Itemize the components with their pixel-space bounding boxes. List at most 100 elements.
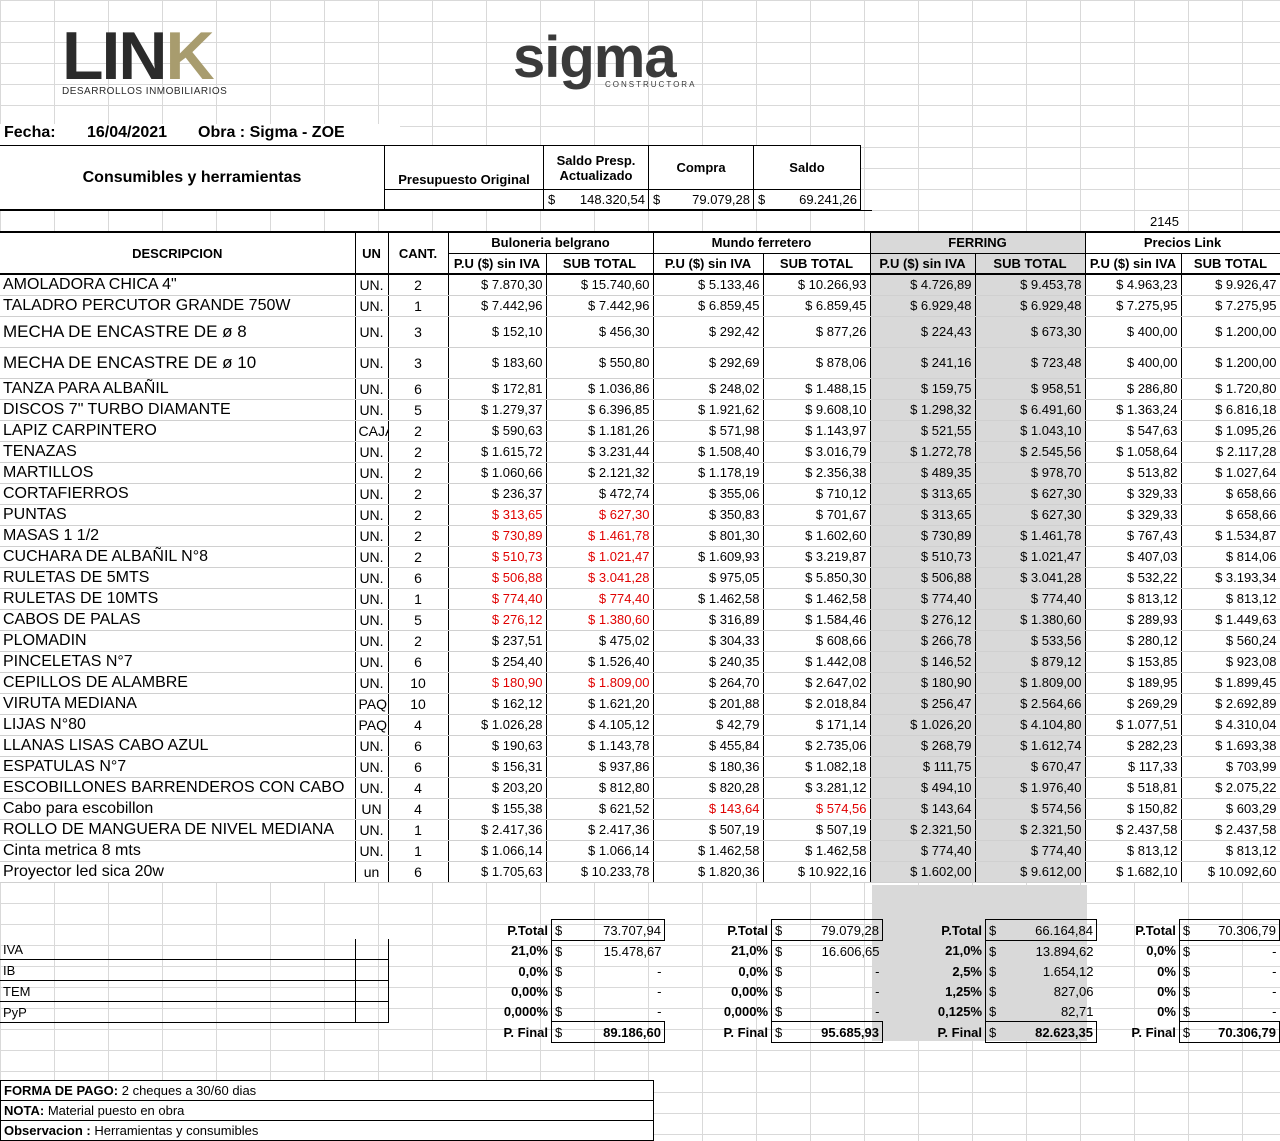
- item-quantity: 1: [387, 588, 448, 610]
- unit-price: $ 150,82: [1084, 798, 1182, 820]
- subtotal: $ 10.233,78: [545, 861, 653, 883]
- subtotal: $ 15.740,60: [545, 274, 653, 296]
- unit-price: $ 1.508,40: [652, 441, 763, 463]
- unit-price: $ 1.682,10: [1084, 861, 1182, 883]
- tax-amount: 827,06: [1053, 983, 1094, 999]
- subtotal: $ 1.899,45: [1180, 672, 1280, 694]
- subtotal: $ 7.275,95: [1180, 295, 1280, 317]
- tax-rate: 0%: [1157, 1003, 1176, 1019]
- subtotal: $ 923,08: [1180, 651, 1280, 673]
- item-quantity: 2: [387, 420, 448, 442]
- item-description: MARTILLOS: [0, 462, 355, 484]
- subtotal: $ 1.602,60: [762, 525, 871, 547]
- unit-price: $ 1.921,62: [652, 399, 763, 421]
- unit-price: $ 767,43: [1084, 525, 1182, 547]
- vendor-ferring: FERRING: [869, 232, 1086, 253]
- subtotal: $ 456,30: [545, 316, 653, 348]
- item-quantity: 2: [387, 525, 448, 547]
- item-unit: PAQUET: [354, 693, 388, 715]
- subtotal: $ 621,52: [545, 798, 653, 820]
- unit-price: $ 730,89: [869, 525, 976, 547]
- item-unit: UN.: [354, 651, 388, 673]
- saldo-value: 69.241,26: [799, 192, 857, 207]
- subtotal: $ 1.621,20: [545, 693, 653, 715]
- subtotal: $ 9.926,47: [1180, 274, 1280, 296]
- item-description: RULETAS DE 10MTS: [0, 588, 355, 610]
- subtotal: $ 812,80: [545, 777, 653, 799]
- tax-rate: 0%: [1157, 963, 1176, 979]
- table-row: MECHA DE ENCASTRE DE ø 8 UN. 3 $ 152,10 $ 45…: [0, 316, 1280, 348]
- ptotal-value: 79.079,28: [788, 919, 883, 941]
- subtotal: $ 627,30: [974, 483, 1086, 505]
- subtotal: $ 2.437,58: [1180, 819, 1280, 841]
- col-pu-sin-iva: P.U ($) sin IVA: [652, 253, 763, 274]
- subtotal: $ 472,74: [545, 483, 653, 505]
- unit-price: $ 494,10: [869, 777, 976, 799]
- item-unit: UN.: [354, 672, 388, 694]
- subtotal: $ 1.720,80: [1180, 378, 1280, 400]
- subtotal: $ 1.021,47: [974, 546, 1086, 568]
- unit-price: $ 6.859,45: [652, 295, 763, 317]
- extra-number: 2145: [1150, 214, 1179, 229]
- pfinal-label: P. Final: [723, 1024, 768, 1040]
- item-unit: UN.: [354, 378, 388, 400]
- currency-symbol: $: [551, 1001, 568, 1022]
- item-unit: UN.: [354, 504, 388, 526]
- subtotal: $ 6.859,45: [762, 295, 871, 317]
- unit-price: $ 111,75: [869, 756, 976, 778]
- currency-symbol: $: [551, 940, 568, 961]
- subtotal: $ 701,67: [762, 504, 871, 526]
- unit-price: $ 820,28: [652, 777, 763, 799]
- subtotal: $ 658,66: [1180, 483, 1280, 505]
- unit-price: $ 2.321,50: [869, 819, 976, 841]
- subtotal: $ 574,56: [762, 798, 871, 820]
- unit-price: $ 507,19: [652, 819, 763, 841]
- unit-price: $ 143,64: [652, 798, 763, 820]
- unit-price: $ 143,64: [869, 798, 976, 820]
- subtotal: $ 4.105,12: [545, 714, 653, 736]
- unit-price: $ 224,43: [869, 316, 976, 348]
- unit-price: $ 1.058,64: [1084, 441, 1182, 463]
- item-description: CUCHARA DE ALBAÑIL N°8: [0, 546, 355, 568]
- item-description: Cinta metrica 8 mts: [0, 840, 355, 862]
- unit-price: $ 1.705,63: [447, 861, 546, 883]
- table-row: AMOLADORA CHICA 4" UN. 2 $ 7.870,30 $ 15.740…: [0, 274, 1280, 296]
- subtotal: $ 507,19: [762, 819, 871, 841]
- item-quantity: 2: [387, 462, 448, 484]
- subtotal: $ 1.066,14: [545, 840, 653, 862]
- tax-amount: -: [1272, 943, 1277, 959]
- subtotal: $ 774,40: [974, 588, 1086, 610]
- col-descripcion: DESCRIPCION: [132, 245, 223, 261]
- unit-price: $ 190,63: [447, 735, 546, 757]
- currency-symbol: $: [985, 1001, 1002, 1022]
- subtotal: $ 7.442,96: [545, 295, 653, 317]
- currency-symbol: $: [985, 1021, 1002, 1043]
- unit-price: $ 547,63: [1084, 420, 1182, 442]
- item-quantity: 3: [387, 347, 448, 379]
- table-row: VIRUTA MEDIANAPAQUET10$ 162,12$ 1.621,20…: [0, 693, 1280, 715]
- unit-price: $ 1.178,19: [652, 462, 763, 484]
- item-description: Proyector led sica 20w: [0, 861, 355, 883]
- item-description: ROLLO DE MANGUERA DE NIVEL MEDIANA: [0, 819, 355, 841]
- unit-price: $ 400,00: [1084, 347, 1182, 379]
- ptotal-label: P.Total: [941, 922, 982, 938]
- item-unit: UN.: [354, 347, 388, 379]
- item-quantity: 6: [387, 756, 448, 778]
- subtotal: $ 1.200,00: [1180, 316, 1280, 348]
- subtotal: $ 2.356,38: [762, 462, 871, 484]
- unit-price: $ 1.077,51: [1084, 714, 1182, 736]
- unit-price: $ 289,93: [1084, 609, 1182, 631]
- item-unit: PAQUET: [354, 714, 388, 736]
- subtotal: $ 2.321,50: [974, 819, 1086, 841]
- summary-title: Consumibles y herramientas: [0, 145, 385, 210]
- subtotal: $ 1.043,10: [974, 420, 1086, 442]
- subtotal: $ 710,12: [762, 483, 871, 505]
- item-description: Cabo para escobillon: [0, 798, 355, 820]
- currency-symbol: $: [1178, 1001, 1196, 1022]
- unit-price: $ 2.437,58: [1084, 819, 1182, 841]
- unit-price: $ 313,65: [447, 504, 546, 526]
- forma-pago: FORMA DE PAGO: 2 cheques a 30/60 dias: [0, 1080, 654, 1101]
- tax-amount: -: [1272, 1003, 1277, 1019]
- item-description: TENAZAS: [0, 441, 355, 463]
- unit-price: $ 7.870,30: [447, 274, 546, 296]
